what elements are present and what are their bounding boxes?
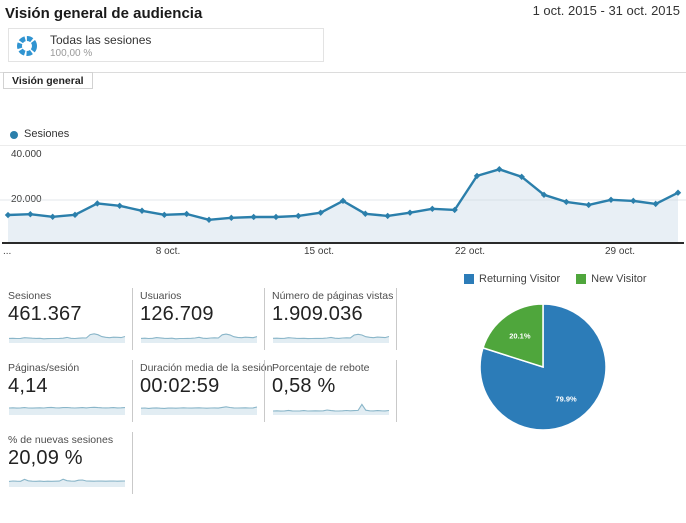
metric-card-sessions: Sesiones 461.367 xyxy=(8,290,130,344)
metric-value: 20,09 % xyxy=(8,447,83,469)
sessions-legend-label: Sesiones xyxy=(24,128,70,140)
svg-text:20.1%: 20.1% xyxy=(509,332,531,341)
metric-card-new-sessions-pct: % de nuevas sesiones 20,09 % xyxy=(8,434,130,488)
y-axis-tick-40000: 40.000 xyxy=(11,149,42,160)
x-axis-tick-15oct: 15 oct. xyxy=(303,246,335,257)
metric-value: 461.367 xyxy=(8,303,82,325)
metric-label: Número de páginas vistas xyxy=(272,290,394,302)
metric-card-avg-session-duration: Duración media de la sesión 00:02:59 xyxy=(140,362,273,416)
tab-overview[interactable]: Visión general xyxy=(3,72,93,89)
svg-text:79.9%: 79.9% xyxy=(555,395,577,404)
metric-sparkline xyxy=(8,333,126,343)
legend-item-returning-visitor: Returning Visitor xyxy=(464,273,560,285)
x-axis-tick-8oct: 8 oct. xyxy=(155,246,181,257)
metric-card-pageviews: Número de páginas vistas 1.909.036 xyxy=(272,290,394,344)
metric-value: 4,14 xyxy=(8,375,48,397)
metric-divider xyxy=(264,360,265,422)
metric-sparkline xyxy=(8,478,126,487)
legend-label: New Visitor xyxy=(591,273,647,285)
segment-donut-icon xyxy=(17,36,37,56)
metric-sparkline xyxy=(272,333,390,343)
metric-value: 1.909.036 xyxy=(272,303,363,325)
metric-value: 126.709 xyxy=(140,303,214,325)
segment-percent: 100,00 % xyxy=(50,48,93,59)
pie-legend: Returning Visitor New Visitor xyxy=(464,273,647,285)
metric-sparkline xyxy=(140,406,258,415)
sessions-timeline-chart[interactable] xyxy=(0,145,686,257)
chart-top-divider xyxy=(0,145,686,146)
new-visitor-swatch-icon xyxy=(576,274,587,284)
x-axis-tick-start: ... xyxy=(3,246,12,257)
metric-label: % de nuevas sesiones xyxy=(8,434,114,446)
metric-divider xyxy=(132,288,133,350)
legend-item-new-visitor: New Visitor xyxy=(576,273,647,285)
metric-value: 00:02:59 xyxy=(140,375,220,397)
metric-divider xyxy=(396,360,397,422)
x-axis-tick-22oct: 22 oct. xyxy=(454,246,486,257)
metric-divider xyxy=(264,288,265,350)
metric-label: Sesiones xyxy=(8,290,52,302)
x-axis-tick-29oct: 29 oct. xyxy=(604,246,636,257)
metric-value: 0,58 % xyxy=(272,375,336,397)
visitor-type-pie-chart: 79.9% 20.1% xyxy=(479,303,607,431)
metric-card-bounce-rate: Porcentaje de rebote 0,58 % xyxy=(272,362,394,416)
tabbar-divider xyxy=(0,72,686,73)
metric-sparkline xyxy=(140,333,258,343)
metric-divider xyxy=(132,360,133,422)
metric-card-users: Usuarios 126.709 xyxy=(140,290,262,344)
metric-label: Porcentaje de rebote xyxy=(272,362,370,374)
date-range-selector[interactable]: 1 oct. 2015 - 31 oct. 2015 xyxy=(532,3,680,18)
page-title: Visión general de audiencia xyxy=(5,5,203,22)
segment-name: Todas las sesiones xyxy=(50,33,152,47)
metric-label: Páginas/sesión xyxy=(8,362,80,374)
legend-label: Returning Visitor xyxy=(479,273,561,285)
metric-sparkline xyxy=(8,406,126,415)
metric-card-pages-per-session: Páginas/sesión 4,14 xyxy=(8,362,130,416)
segment-chip-all-sessions[interactable]: Todas las sesiones 100,00 % xyxy=(8,28,324,62)
metric-sparkline xyxy=(272,403,390,415)
metric-label: Usuarios xyxy=(140,290,182,302)
metric-label: Duración media de la sesión xyxy=(140,362,273,374)
metric-divider xyxy=(396,288,397,350)
metric-divider xyxy=(132,432,133,494)
returning-visitor-swatch-icon xyxy=(464,274,474,284)
sessions-legend-dot-icon xyxy=(10,131,18,139)
